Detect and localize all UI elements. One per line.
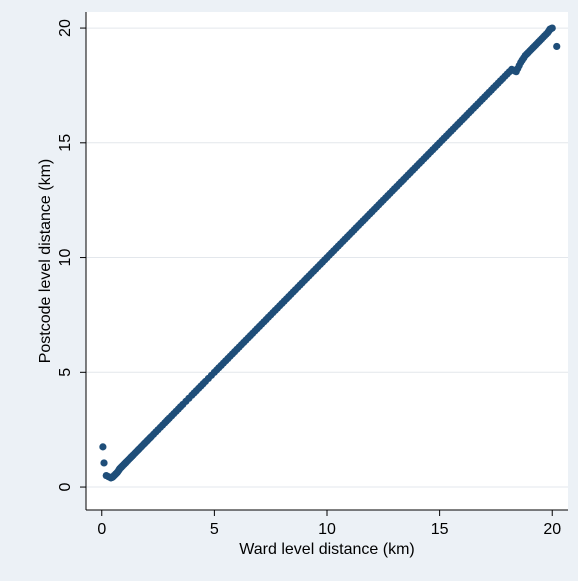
data-point-1 — [100, 459, 108, 467]
y-tick-label-2: 10 — [57, 249, 74, 267]
x-axis-ticks: 0 5 10 15 20 — [97, 510, 561, 538]
data-point-235 — [548, 24, 556, 32]
data-points — [99, 24, 561, 482]
data-point-0 — [99, 443, 107, 451]
x-tick-label-3: 15 — [431, 521, 449, 538]
x-tick-label-4: 20 — [543, 521, 561, 538]
y-tick-label-1: 5 — [57, 368, 74, 377]
y-axis-label: Postcode level distance (km) — [37, 159, 54, 364]
y-axis-ticks: 0 5 10 15 20 — [57, 19, 86, 492]
x-tick-label-0: 0 — [97, 521, 106, 538]
x-axis-label: Ward level distance (km) — [239, 541, 414, 558]
y-tick-label-3: 15 — [57, 134, 74, 152]
x-tick-label-1: 5 — [210, 521, 219, 538]
y-tick-label-0: 0 — [57, 483, 74, 492]
data-point-236 — [553, 42, 561, 51]
y-tick-label-4: 20 — [57, 19, 74, 37]
x-tick-label-2: 10 — [318, 521, 336, 538]
